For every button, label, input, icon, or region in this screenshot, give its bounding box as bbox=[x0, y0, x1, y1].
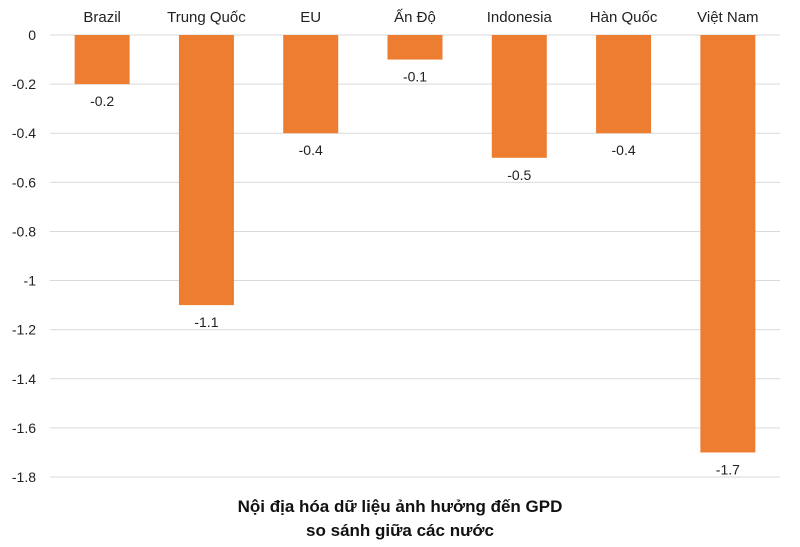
y-tick-label: -1.6 bbox=[12, 420, 36, 436]
bar bbox=[74, 35, 130, 85]
data-label: -0.1 bbox=[403, 69, 427, 85]
bar bbox=[178, 35, 234, 306]
data-label: -0.5 bbox=[507, 167, 531, 183]
bar bbox=[283, 35, 339, 134]
y-tick-label: -0.8 bbox=[12, 223, 36, 239]
bar bbox=[596, 35, 652, 134]
y-tick-label: -0.2 bbox=[12, 76, 36, 92]
category-label: Hàn Quốc bbox=[590, 9, 658, 26]
y-tick-label: -1.4 bbox=[12, 371, 36, 387]
y-tick-label: -0.4 bbox=[12, 125, 36, 141]
data-label: -0.4 bbox=[612, 142, 636, 158]
bar bbox=[387, 35, 443, 60]
category-label: Indonesia bbox=[487, 9, 553, 26]
bar bbox=[491, 35, 547, 158]
y-tick-label: -1 bbox=[24, 273, 37, 289]
data-label: -0.4 bbox=[299, 142, 323, 158]
y-tick-label: -1.8 bbox=[12, 469, 36, 485]
y-tick-label: -0.6 bbox=[12, 174, 36, 190]
bar bbox=[700, 35, 756, 453]
chart-title-line-2: so sánh giữa các nước bbox=[306, 521, 494, 540]
data-label: -0.2 bbox=[90, 93, 114, 109]
category-label: Việt Nam bbox=[697, 9, 758, 26]
category-label: Trung Quốc bbox=[167, 9, 246, 26]
category-label: Ấn Độ bbox=[394, 9, 436, 26]
data-label: -1.7 bbox=[716, 461, 740, 477]
y-tick-label: 0 bbox=[28, 27, 36, 43]
category-label: Brazil bbox=[83, 9, 121, 26]
data-label: -1.1 bbox=[194, 314, 218, 330]
y-tick-label: -1.2 bbox=[12, 322, 36, 338]
chart-title-line-1: Nội địa hóa dữ liệu ảnh hưởng đến GPD bbox=[237, 497, 563, 516]
category-label: EU bbox=[300, 9, 321, 26]
